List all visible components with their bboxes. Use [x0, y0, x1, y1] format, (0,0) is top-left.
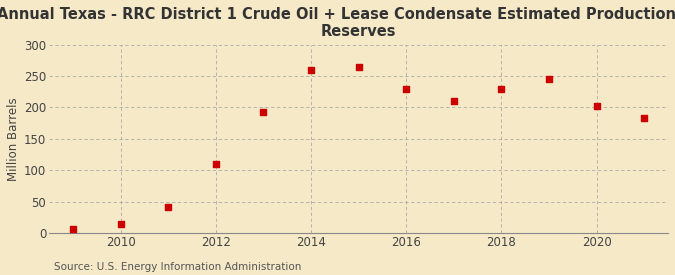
Point — [163, 204, 173, 209]
Title: Annual Texas - RRC District 1 Crude Oil + Lease Condensate Estimated Production : Annual Texas - RRC District 1 Crude Oil … — [0, 7, 675, 39]
Y-axis label: Million Barrels: Million Barrels — [7, 97, 20, 181]
Point — [543, 77, 554, 81]
Point — [591, 103, 602, 108]
Point — [68, 226, 78, 231]
Point — [306, 68, 317, 72]
Point — [353, 64, 364, 69]
Point — [639, 116, 649, 120]
Text: Source: U.S. Energy Information Administration: Source: U.S. Energy Information Administ… — [54, 262, 301, 272]
Point — [258, 110, 269, 114]
Point — [401, 86, 412, 91]
Point — [496, 86, 507, 91]
Point — [115, 221, 126, 226]
Point — [448, 99, 459, 103]
Point — [211, 162, 221, 166]
